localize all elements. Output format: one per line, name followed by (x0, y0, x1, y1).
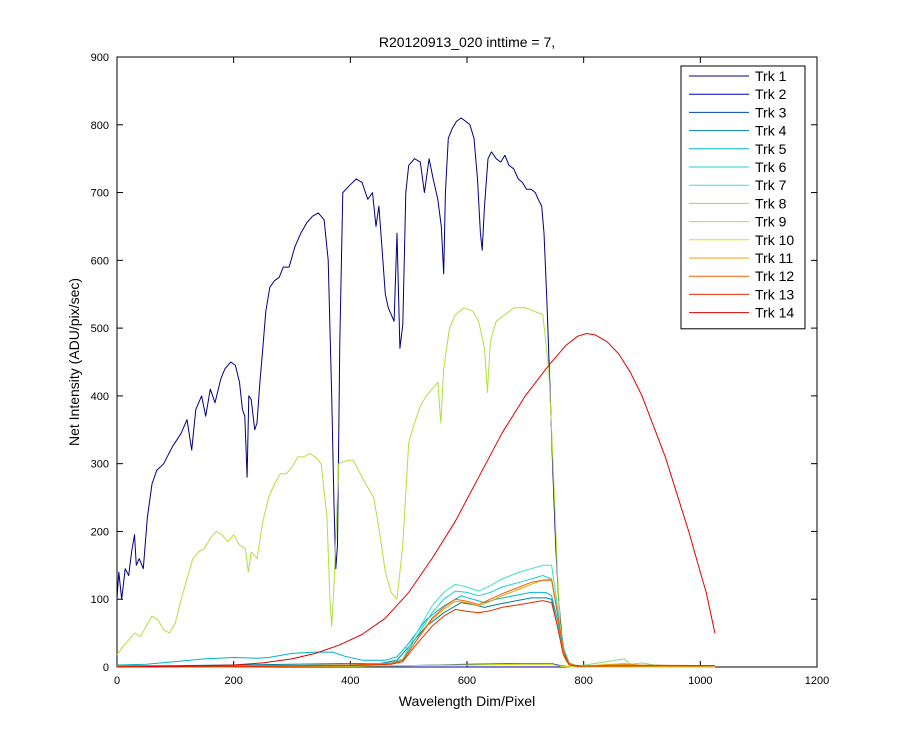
x-axis-ticks: 0 200 400 600 800 1000 1200 (114, 57, 829, 687)
y-tick-label: 500 (91, 323, 109, 335)
y-tick-label: 600 (91, 255, 109, 267)
x-tick-label: 200 (224, 675, 242, 687)
x-tick-label: 800 (574, 675, 592, 687)
y-tick-label: 300 (91, 459, 109, 471)
x-tick-label: 400 (341, 675, 359, 687)
legend-label: Trk 7 (755, 177, 787, 193)
series-lines (116, 117, 716, 668)
legend-label: Trk 5 (755, 141, 787, 157)
series-line-trk-1 (116, 117, 715, 668)
y-tick-label: 800 (91, 120, 109, 132)
y-axis-label: Net Intensity (ADU/pix/sec) (66, 278, 82, 446)
legend-label: Trk 4 (755, 123, 787, 139)
y-tick-label: 400 (91, 391, 109, 403)
x-tick-label: 1200 (805, 675, 829, 687)
x-tick-label: 1000 (688, 675, 712, 687)
x-tick-label: 0 (114, 675, 120, 687)
legend-label: Trk 8 (755, 195, 787, 211)
y-tick-label: 900 (91, 52, 109, 64)
series-line-trk-12 (116, 579, 715, 667)
legend-label: Trk 1 (755, 68, 787, 84)
legend-label: Trk 14 (755, 305, 794, 321)
legend-label: Trk 2 (755, 86, 787, 102)
y-tick-label: 200 (91, 526, 109, 538)
legend-label: Trk 13 (755, 286, 794, 302)
legend: Trk 1 Trk 2 Trk 3 Trk 4 Trk 5 Trk 6 Trk 7 Trk 8… (680, 65, 806, 330)
y-tick-label: 100 (91, 594, 109, 606)
legend-label: Trk 6 (755, 159, 787, 175)
x-tick-label: 600 (458, 675, 476, 687)
y-tick-label: 700 (91, 188, 109, 200)
legend-label: Trk 9 (755, 214, 787, 230)
y-tick-label: 0 (103, 662, 109, 674)
series-line-trk-10 (116, 663, 715, 668)
legend-label: Trk 3 (755, 104, 787, 120)
legend-label: Trk 10 (755, 232, 794, 248)
legend-label: Trk 12 (755, 268, 794, 284)
series-line-trk-13 (116, 600, 715, 668)
series-line-trk-14 (116, 333, 716, 668)
legend-box (680, 65, 806, 330)
x-axis-label: Wavelength Dim/Pixel (399, 693, 535, 709)
y-axis-ticks: 0 100 200 300 400 500 600 700 800 900 (91, 52, 817, 674)
series-line-trk-9 (116, 307, 715, 668)
legend-label: Trk 11 (755, 250, 793, 266)
chart-title: R20120913_020 inttime = 7, (379, 34, 555, 50)
